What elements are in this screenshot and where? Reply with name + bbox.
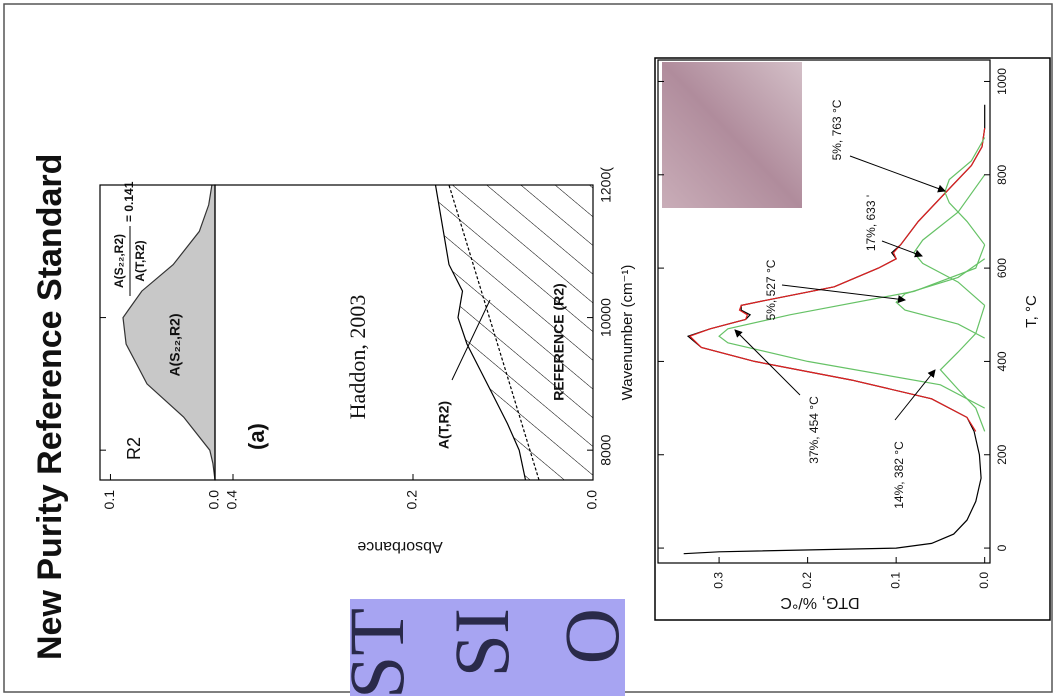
side-text: O (548, 608, 635, 664)
ratio-numerator: A(S₂₂,R2) (112, 234, 126, 288)
y-tick-label: 0.0 (584, 490, 600, 510)
x-tick-label: 200 (995, 444, 1009, 464)
x-tick-label: 10000 (598, 298, 614, 337)
peak-annotation: 37%, 454 °C (807, 396, 821, 464)
data-line (719, 245, 985, 408)
y-tick-label: 0.2 (404, 490, 420, 510)
hatched-area (436, 185, 594, 480)
annotation-arrow (735, 330, 800, 395)
slide: New Purity Reference Standard ST SI O R2… (0, 0, 1056, 696)
annotation-arrow (850, 156, 945, 191)
x-tick-label: 1200( (598, 167, 614, 203)
sample-label: R2 (124, 437, 144, 460)
ratio-denominator: A(T,R2) (133, 240, 147, 281)
side-text: ST (333, 608, 420, 696)
y-axis-label: Absorbance (357, 538, 442, 555)
y-axis-label: DTG, %/°C (780, 594, 859, 611)
data-line (896, 259, 985, 338)
x-tick-label: 400 (995, 351, 1009, 371)
annotation: REFERENCE (R2) (551, 283, 567, 400)
peak-annotation: 5%, 527 °C (764, 259, 778, 320)
x-axis-label: Wavenumber (cm⁻¹) (619, 265, 636, 401)
inset-image (662, 62, 802, 208)
y-tick-label: 0.0 (977, 572, 991, 589)
data-line (940, 305, 984, 431)
x-tick-label: 8000 (598, 434, 614, 465)
ratio-value: = 0.141 (122, 181, 136, 222)
y-tick-label: 0.3 (711, 572, 725, 589)
slide-title: New Purity Reference Standard (31, 154, 69, 660)
y-tick-label: 0.1 (101, 490, 117, 510)
peak-annotation: 5%, 763 °C (830, 99, 844, 160)
x-axis-label: T, °C (1023, 295, 1040, 328)
x-tick-label: 800 (995, 164, 1009, 184)
x-tick-label: 600 (995, 258, 1009, 278)
annotation-arrow (782, 285, 905, 300)
data-line (914, 175, 985, 306)
slide-content: New Purity Reference Standard ST SI O R2… (4, 4, 1052, 696)
y-tick-label: 0.1 (888, 572, 902, 589)
peak-annotation: 14%, 382 °C (892, 441, 906, 509)
x-tick-label: 0 (995, 544, 1009, 551)
y-tick-label: 0.0 (206, 490, 222, 510)
annotation: A(S₂₂,R2) (167, 314, 183, 377)
annotation: A(T,R2) (436, 401, 452, 449)
panel-label: (a) (244, 423, 269, 450)
side-text: SI (438, 608, 525, 677)
x-tick-label: 1000 (995, 68, 1009, 95)
source-label: Haddon, 2003 (345, 295, 370, 420)
y-tick-label: 0.2 (800, 572, 814, 589)
peak-annotation: 17%, 633 ' (864, 195, 878, 251)
y-tick-label: 0.4 (224, 490, 240, 510)
